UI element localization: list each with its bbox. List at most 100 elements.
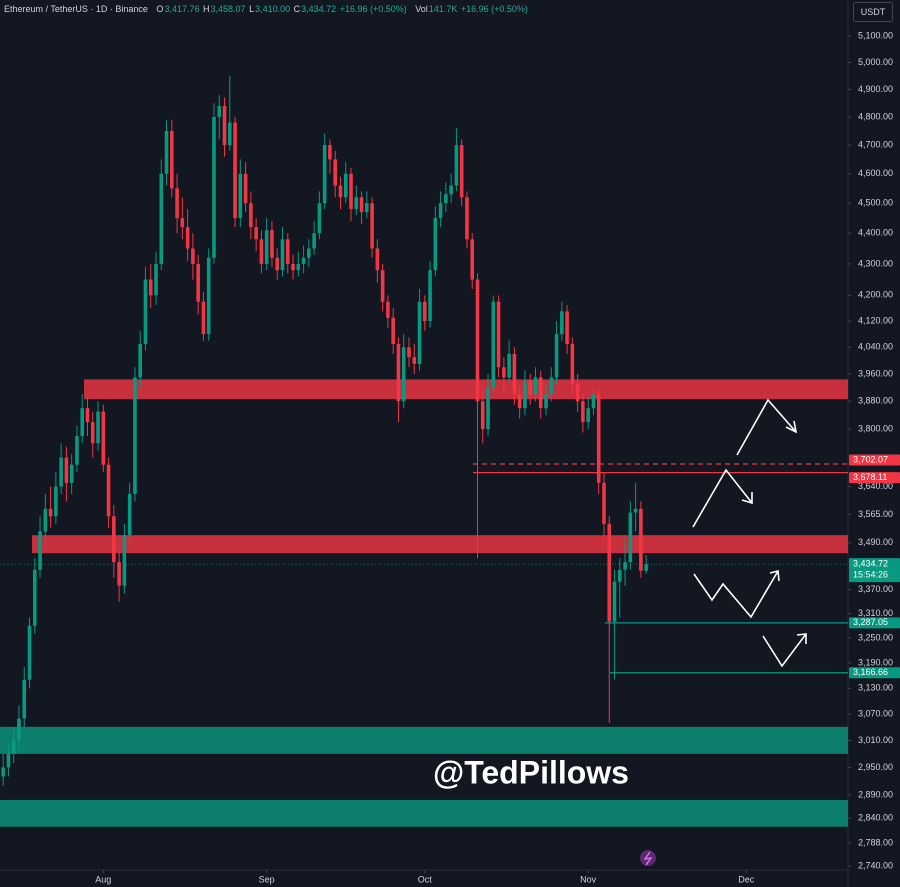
y-tick-label: 3,250.00 (858, 632, 893, 642)
candle-body (538, 377, 543, 409)
level-label-box (849, 617, 900, 629)
candle-body (222, 105, 227, 146)
candle-body (359, 197, 364, 213)
candle-body (465, 197, 469, 240)
y-tick-label: 4,200.00 (858, 290, 893, 300)
levels (0, 463, 848, 674)
level-label: 3,678.11 (853, 472, 887, 482)
candle-body (227, 122, 232, 146)
candle-body (528, 380, 532, 395)
candle-body (333, 159, 337, 186)
candle-body (164, 130, 169, 174)
volume-value: 141.7K (428, 4, 458, 14)
candle-body (138, 343, 142, 378)
candle-body (1, 767, 5, 777)
y-tick-label: 3,960.00 (858, 368, 893, 378)
currency-button[interactable]: USDT (853, 2, 893, 22)
candle-body (80, 408, 85, 437)
candle-body (90, 422, 95, 444)
open-label: O (156, 4, 164, 14)
candle-body (512, 353, 517, 395)
candles (1, 75, 648, 786)
candle-body (217, 105, 222, 117)
close-value: 3,434.72 (301, 4, 337, 14)
candle-body (122, 535, 127, 586)
candle-body (133, 377, 137, 494)
y-tick-label: 4,500.00 (858, 198, 893, 208)
level-label-box (849, 454, 900, 466)
candle-body (596, 394, 601, 483)
candle-body (343, 173, 348, 198)
low-value: 3,410.00 (255, 4, 291, 14)
candle-body (433, 218, 438, 271)
countdown-label: 15:54:26 (853, 570, 888, 580)
candle-body (64, 457, 69, 483)
y-tick-label: 4,040.00 (858, 342, 893, 352)
candle-body (486, 387, 490, 430)
candle-body (143, 279, 148, 344)
y-tick-label: 4,400.00 (858, 228, 893, 238)
y-tick-label: 5,100.00 (858, 30, 893, 40)
candle-body (475, 279, 480, 402)
arrow-head (785, 420, 798, 434)
y-tick-label: 3,370.00 (858, 584, 893, 594)
candle-body (69, 464, 74, 483)
y-tick-label: 4,700.00 (858, 139, 893, 149)
candle-body (523, 380, 527, 409)
level-label: 3,166.66 (853, 667, 888, 677)
candle-body (285, 239, 290, 264)
high-value: 3,458.07 (210, 4, 246, 14)
candle-body (591, 394, 596, 409)
y-tick-label: 2,950.00 (858, 762, 893, 772)
candle-body (6, 753, 11, 768)
candle-body (623, 562, 627, 570)
candle-body (296, 263, 301, 271)
candle-body (365, 203, 369, 213)
zone (84, 379, 848, 400)
candle-body (11, 740, 16, 754)
candle-body (349, 173, 353, 210)
y-tick-label: 3,800.00 (858, 423, 893, 433)
change: +16.96 (+0.50%) (339, 4, 407, 14)
candle-body (581, 401, 585, 423)
zone (0, 799, 848, 827)
y-tick-label: 4,800.00 (858, 111, 893, 121)
candle-body (549, 377, 554, 395)
high-label: H (203, 4, 210, 14)
candle-body (338, 185, 343, 198)
y-tick-label: 2,788.00 (858, 837, 893, 847)
candle-body (354, 197, 359, 210)
candle-body (38, 531, 42, 570)
candle-body (112, 516, 116, 563)
candle-body (275, 257, 280, 271)
candle-body (322, 145, 327, 204)
candle-body (517, 394, 522, 409)
x-tick-label: Aug (95, 874, 111, 884)
candle-body (270, 230, 274, 258)
candle-body (54, 486, 58, 517)
header: Ethereum / TetherUS · 1D · Binance O3,41… (4, 4, 529, 14)
candle-body (201, 301, 206, 335)
candle-body (480, 401, 485, 430)
candle-body (502, 367, 506, 378)
arrow-path (692, 468, 753, 528)
candle-body (617, 569, 622, 582)
x-tick-label: Dec (738, 874, 755, 884)
y-tick-label: 4,900.00 (858, 84, 893, 94)
candle-body (301, 257, 306, 264)
volume-change: +16.96 (+0.50%) (460, 4, 528, 14)
candle-body (412, 357, 417, 364)
low-label: L (249, 4, 255, 14)
candle-body (639, 508, 643, 571)
candle-body (422, 301, 427, 322)
candle-body (391, 317, 395, 344)
candle-body (401, 347, 406, 402)
y-tick-label: 3,880.00 (858, 396, 893, 406)
candle-body (101, 411, 106, 465)
candle-body (243, 173, 248, 204)
arrow-head (769, 569, 780, 582)
candle-body (554, 334, 559, 378)
x-tick-label: Sep (259, 874, 275, 884)
candle-body (249, 203, 253, 228)
